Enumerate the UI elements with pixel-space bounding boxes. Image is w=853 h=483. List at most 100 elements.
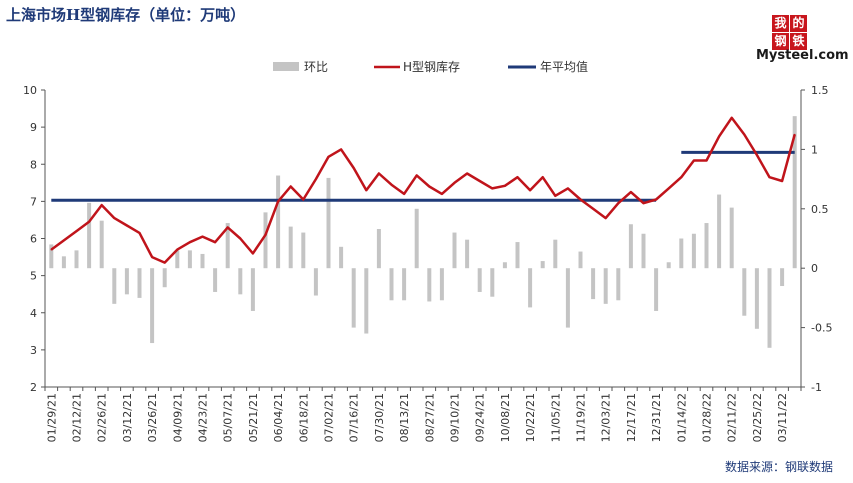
bar xyxy=(427,268,432,302)
inventory-point xyxy=(100,204,103,206)
inventory-point xyxy=(365,189,368,192)
inventory-point xyxy=(88,220,90,223)
bar xyxy=(591,268,596,300)
bar xyxy=(339,246,344,269)
left-tick-label: 4 xyxy=(30,307,37,320)
chart-title: 上海市场H型钢库存（单位：万吨） xyxy=(6,6,246,24)
inventory-point xyxy=(516,176,519,179)
inventory-point xyxy=(793,133,796,136)
x-tick-label: 03/26/21 xyxy=(146,393,159,442)
inventory-point xyxy=(252,252,254,255)
inventory-point xyxy=(630,191,632,193)
inventory-point xyxy=(743,133,746,136)
x-tick-label: 06/04/21 xyxy=(272,393,285,442)
mysteel-logo: 我 的 钢 铁 Mysteel.com xyxy=(756,12,849,68)
inventory-point xyxy=(718,135,720,138)
x-tick-label: 01/14/22 xyxy=(675,393,688,442)
x-tick-label: 02/11/22 xyxy=(726,393,739,442)
left-tick-label: 3 xyxy=(30,344,37,357)
bar xyxy=(112,268,117,304)
bar xyxy=(679,238,684,269)
legend: 环比 H型钢库存 年平均值 xyxy=(273,59,588,74)
x-tick-label: 11/19/21 xyxy=(575,393,588,442)
logo-char-4: 铁 xyxy=(790,33,807,50)
inventory-point xyxy=(541,176,544,179)
bar xyxy=(87,202,92,269)
x-tick-label: 06/18/21 xyxy=(297,393,310,442)
x-tick-label: 10/22/21 xyxy=(524,393,537,442)
inventory-point xyxy=(163,261,166,264)
bar xyxy=(603,268,608,304)
x-tick-label: 07/16/21 xyxy=(348,393,361,442)
inventory-point xyxy=(567,187,569,190)
bar xyxy=(641,233,646,269)
inventory-point xyxy=(781,180,783,182)
inventory-point xyxy=(579,198,582,201)
bar xyxy=(351,268,356,328)
inventory-point xyxy=(693,159,695,162)
left-tick-label: 5 xyxy=(30,270,37,283)
bar xyxy=(754,268,759,329)
inventory-point xyxy=(667,187,670,190)
bar xyxy=(704,223,709,269)
x-tick-label: 07/30/21 xyxy=(373,393,386,442)
inventory-point xyxy=(441,193,443,195)
x-tick-label: 05/21/21 xyxy=(247,393,260,442)
bar xyxy=(414,208,419,269)
bar xyxy=(402,268,407,301)
bar xyxy=(742,268,747,316)
x-tick-label: 11/05/21 xyxy=(549,393,562,442)
inventory-point xyxy=(378,172,380,175)
inventory-point xyxy=(138,232,141,234)
x-tick-label: 12/03/21 xyxy=(600,393,613,442)
bar xyxy=(99,220,104,269)
bar xyxy=(250,268,255,311)
average-series xyxy=(51,150,795,202)
inventory-point xyxy=(63,239,65,242)
bar xyxy=(729,207,734,269)
bar xyxy=(49,244,54,269)
x-tick-label: 12/17/21 xyxy=(625,393,638,442)
inventory-point xyxy=(352,167,355,169)
bar xyxy=(238,268,243,295)
inventory-point xyxy=(214,241,216,244)
inventory-point xyxy=(327,156,330,158)
inventory-point xyxy=(239,237,242,240)
bar xyxy=(792,116,797,269)
inventory-point xyxy=(264,233,267,236)
inventory-point xyxy=(315,178,317,180)
right-tick-label: -1 xyxy=(811,381,822,394)
x-tick-label: 03/11/22 xyxy=(776,393,789,442)
bar xyxy=(187,250,192,269)
bar xyxy=(502,262,507,269)
inventory-point xyxy=(466,172,468,175)
bar xyxy=(565,268,570,328)
legend-swatch-bar xyxy=(273,62,299,71)
bar xyxy=(288,226,293,269)
inventory-point xyxy=(491,187,494,190)
legend-label-bar: 环比 xyxy=(304,60,328,74)
bar xyxy=(540,261,545,269)
inventory-point xyxy=(302,198,305,201)
bar xyxy=(515,242,520,269)
inventory-point xyxy=(428,185,431,188)
legend-label-average: 年平均值 xyxy=(540,59,588,74)
bar xyxy=(313,268,318,296)
bar xyxy=(137,268,142,298)
inventory-point xyxy=(415,174,418,177)
bar xyxy=(578,251,583,269)
bar xyxy=(213,268,218,292)
inventory-point xyxy=(680,176,683,179)
inventory-point xyxy=(592,208,594,210)
right-tick-label: 1.5 xyxy=(811,84,829,97)
inventory-point xyxy=(151,256,153,258)
bar-series xyxy=(49,116,797,348)
right-tick-label: 0 xyxy=(811,262,818,275)
bar xyxy=(74,250,79,269)
inventory-point xyxy=(478,180,481,182)
bar xyxy=(175,250,180,269)
bar xyxy=(465,239,470,269)
bar xyxy=(553,239,558,269)
inventory-point xyxy=(403,193,405,195)
bar xyxy=(301,232,306,269)
